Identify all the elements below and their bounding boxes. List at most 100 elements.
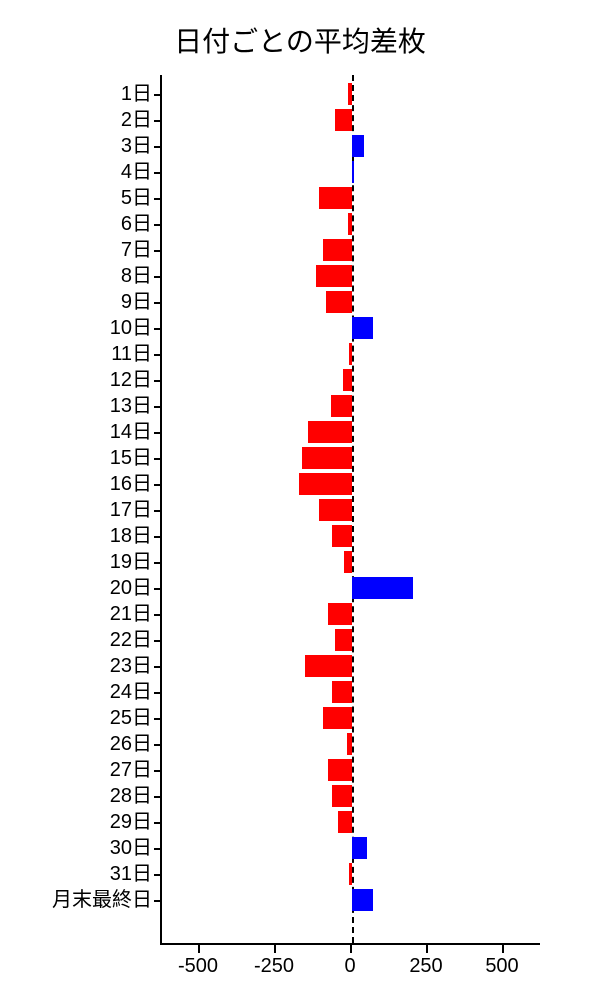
x-tick: [274, 945, 276, 953]
x-axis-label: -250: [254, 955, 294, 978]
y-axis-label: 20日: [2, 575, 152, 601]
bar-row: [162, 211, 540, 237]
y-tick: [154, 484, 160, 486]
bar: [332, 681, 352, 703]
x-axis-label: 0: [344, 955, 355, 978]
bar: [332, 785, 352, 807]
y-tick: [154, 510, 160, 512]
y-axis-label: 10日: [2, 315, 152, 341]
bar-row: [162, 861, 540, 887]
bar-row: [162, 497, 540, 523]
y-tick: [154, 406, 160, 408]
bar: [343, 369, 352, 391]
y-tick: [154, 588, 160, 590]
y-tick: [154, 276, 160, 278]
y-tick: [154, 666, 160, 668]
y-tick: [154, 796, 160, 798]
bar: [348, 83, 352, 105]
y-axis-label: 26日: [2, 731, 152, 757]
bar: [352, 161, 354, 183]
y-tick: [154, 614, 160, 616]
y-tick: [154, 302, 160, 304]
y-tick: [154, 224, 160, 226]
bar: [319, 499, 352, 521]
bar: [316, 265, 352, 287]
bar: [302, 447, 352, 469]
bar-row: [162, 835, 540, 861]
y-axis-label: 12日: [2, 367, 152, 393]
y-tick: [154, 380, 160, 382]
y-tick: [154, 718, 160, 720]
bar: [344, 551, 352, 573]
bar: [308, 421, 352, 443]
bar: [323, 239, 352, 261]
bar: [328, 603, 352, 625]
bar-row: [162, 315, 540, 341]
y-axis-label: 19日: [2, 549, 152, 575]
y-axis-label: 22日: [2, 627, 152, 653]
y-axis-label: 6日: [2, 211, 152, 237]
bar-row: [162, 887, 540, 913]
y-axis-label: 29日: [2, 809, 152, 835]
bar-row: [162, 367, 540, 393]
bar: [349, 343, 352, 365]
y-tick: [154, 900, 160, 902]
bar: [326, 291, 352, 313]
bar-row: [162, 133, 540, 159]
y-axis-label: 月末最終日: [2, 887, 152, 913]
chart-title: 日付ごとの平均差枚: [0, 20, 600, 60]
y-axis-label: 2日: [2, 107, 152, 133]
bar: [352, 135, 364, 157]
x-tick: [198, 945, 200, 953]
bar-row: [162, 601, 540, 627]
bar-row: [162, 107, 540, 133]
bar-row: [162, 237, 540, 263]
bar: [352, 837, 367, 859]
y-tick: [154, 640, 160, 642]
y-axis-label: 8日: [2, 263, 152, 289]
bar: [352, 317, 373, 339]
bar-row: [162, 289, 540, 315]
bar-row: [162, 159, 540, 185]
y-axis-label: 17日: [2, 497, 152, 523]
y-tick: [154, 692, 160, 694]
bar: [323, 707, 352, 729]
bar-row: [162, 653, 540, 679]
bar-row: [162, 705, 540, 731]
y-axis-label: 7日: [2, 237, 152, 263]
y-tick: [154, 874, 160, 876]
y-tick: [154, 744, 160, 746]
bar: [305, 655, 352, 677]
y-axis-label: 14日: [2, 419, 152, 445]
bar-row: [162, 185, 540, 211]
bar-row: [162, 393, 540, 419]
y-axis-label: 4日: [2, 159, 152, 185]
bar: [335, 109, 352, 131]
bar-row: [162, 809, 540, 835]
y-axis-label: 28日: [2, 783, 152, 809]
bar-row: [162, 341, 540, 367]
y-tick: [154, 94, 160, 96]
y-axis-label: 3日: [2, 133, 152, 159]
x-tick: [426, 945, 428, 953]
bar: [338, 811, 352, 833]
y-tick: [154, 822, 160, 824]
y-axis-label: 5日: [2, 185, 152, 211]
y-tick: [154, 328, 160, 330]
bar-row: [162, 81, 540, 107]
bar: [335, 629, 352, 651]
bar-row: [162, 575, 540, 601]
bar-row: [162, 731, 540, 757]
y-tick: [154, 250, 160, 252]
plot-area: [160, 75, 540, 945]
bar: [348, 213, 352, 235]
y-tick: [154, 120, 160, 122]
bar-row: [162, 679, 540, 705]
bar: [331, 395, 352, 417]
x-axis-label: 250: [409, 955, 442, 978]
y-tick: [154, 848, 160, 850]
y-tick: [154, 354, 160, 356]
y-axis-label: 9日: [2, 289, 152, 315]
y-tick: [154, 458, 160, 460]
bar-row: [162, 523, 540, 549]
